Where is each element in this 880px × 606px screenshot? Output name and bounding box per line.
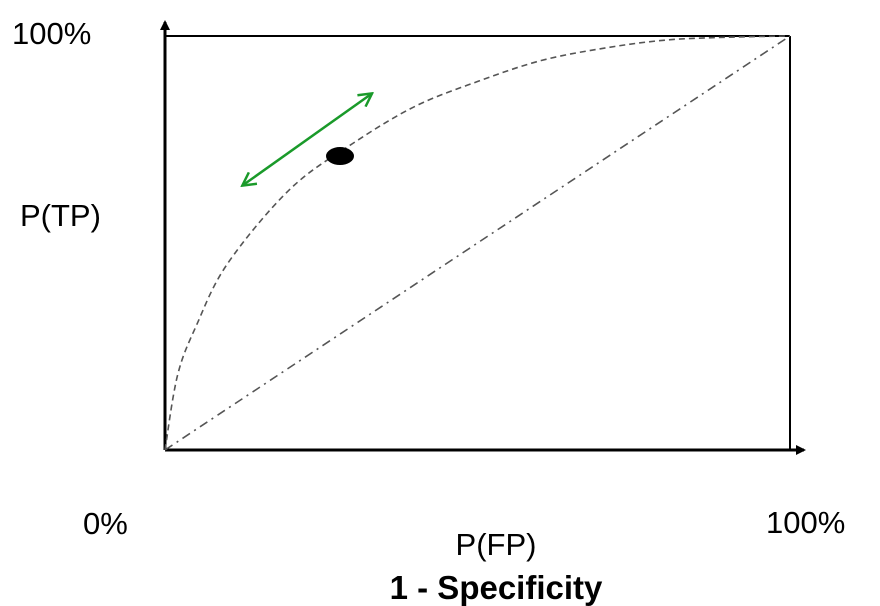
diagonal-reference-line [164,35,791,451]
y-axis-label: P(TP) [20,198,101,233]
x-axis-secondary-label: 1 - Specificity [390,569,603,606]
x-axis-label: P(FP) [456,527,537,562]
roc-curve [164,35,791,451]
y-axis-top-label: 100% [12,16,91,51]
series-layer [164,35,791,451]
trade-off-arrow [243,94,371,185]
origin-label: 0% [83,506,128,541]
operating-point-marker [326,147,354,166]
x-axis-right-label: 100% [766,505,845,540]
